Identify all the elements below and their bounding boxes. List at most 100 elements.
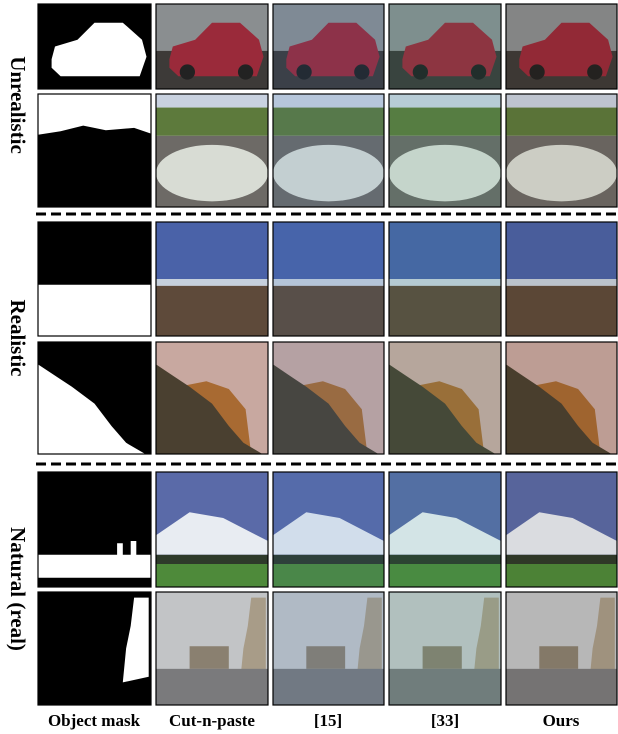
mountain [156,512,268,555]
building [539,646,579,669]
scene [156,107,268,136]
image-border [37,471,152,588]
tint [506,342,617,454]
hill [389,364,496,454]
image-border [505,591,618,706]
result-image [388,591,502,706]
tint [273,592,384,705]
tint [506,4,617,89]
scene [156,222,268,285]
scene [389,222,501,285]
result-image [388,471,502,588]
result-image [388,341,502,455]
image-border [388,591,502,706]
scene [273,554,384,564]
column-label: Cut-n-paste [169,711,255,730]
result-image [505,93,618,208]
image-border [155,93,269,208]
mask-shape [38,541,151,578]
car [169,22,264,77]
scene [273,285,384,336]
grass [506,564,617,587]
scene [506,554,617,564]
road [389,668,501,705]
image-border [37,591,152,706]
building [306,646,346,669]
image-border [37,93,152,208]
result-image [505,471,618,588]
mask-shape [38,94,151,135]
tint [506,222,617,336]
water [389,144,501,202]
scene [156,554,268,564]
result-image [155,471,269,588]
mask-image [37,93,152,208]
result-image [155,591,269,706]
image-border [272,471,385,588]
water [506,144,617,202]
result-image [272,221,385,337]
mask-image [37,591,152,706]
car [286,22,380,77]
result-image [388,221,502,337]
image-border [155,471,269,588]
column-label: [15] [314,711,342,730]
wheel [179,64,196,80]
mountain [506,512,617,555]
result-image [505,221,618,337]
grass [389,564,501,587]
row-label: Unrealistic [6,56,30,154]
result-image [272,93,385,208]
scene [389,279,501,286]
scene [273,279,384,286]
tint [389,472,501,587]
image-border [388,221,502,337]
image-border [388,3,502,90]
mask-shape [38,284,151,336]
building [240,597,266,683]
tint [389,592,501,705]
wheel [412,64,429,80]
column-label: Ours [543,711,580,730]
column-label: Object mask [48,711,141,730]
tint [273,4,384,89]
result-image [505,591,618,706]
tint [506,94,617,207]
wheel [296,64,312,80]
tint [389,342,501,454]
building [189,646,229,669]
tint [506,472,617,587]
mask-shape [38,364,146,454]
mask-shape [122,597,149,683]
road [273,668,384,705]
scene [506,94,617,108]
row-label: Natural (real) [6,527,30,651]
scene [273,222,384,285]
wheel [587,64,603,80]
road [506,668,617,705]
image-border [505,3,618,90]
image-border [272,591,385,706]
column-label: [33] [431,711,459,730]
wheel [529,64,545,80]
image-border [505,471,618,588]
image-border [37,3,152,90]
result-image [505,3,618,90]
road [156,668,268,705]
mask-image [37,341,152,455]
mountain [389,512,501,555]
image-border [37,341,152,455]
image-border [37,221,152,337]
tint [273,222,384,336]
wheel [354,64,370,80]
result-image [155,341,269,455]
result-image [155,3,269,90]
scene [389,107,501,136]
tint [389,222,501,336]
result-image [388,93,502,208]
scene [506,107,617,136]
scene [156,94,268,108]
scene [389,554,501,564]
hill [156,364,263,454]
